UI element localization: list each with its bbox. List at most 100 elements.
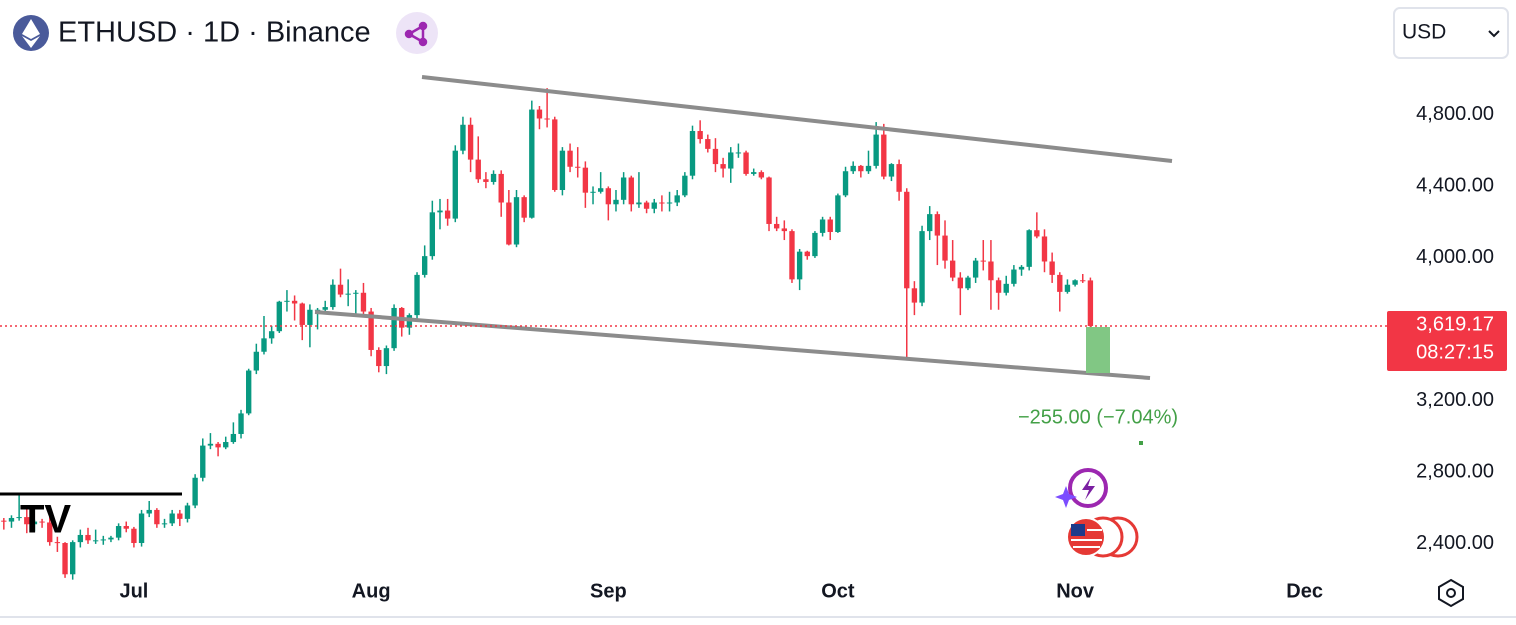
candle-body <box>927 214 933 232</box>
x-tick-label: Dec <box>1286 580 1323 602</box>
currency-label: USD <box>1402 21 1446 44</box>
candle-body <box>330 284 336 308</box>
candle-body <box>54 542 61 544</box>
candle-body <box>865 165 872 172</box>
candle-body <box>123 526 129 529</box>
candle-body <box>613 199 619 205</box>
candle-body <box>689 131 696 176</box>
candle-body <box>483 179 489 182</box>
tv-logo: TV <box>20 498 71 542</box>
share-button[interactable] <box>396 12 438 54</box>
candle-body <box>636 202 642 205</box>
candle-body <box>246 370 252 414</box>
candle-body <box>100 539 106 541</box>
candle-body <box>345 293 351 295</box>
countdown-label: 08:27:15 <box>1416 341 1494 363</box>
candle-body <box>360 292 367 312</box>
candle-body <box>605 188 612 205</box>
candles <box>1 88 1094 580</box>
candle-body <box>835 195 841 233</box>
candle-body <box>47 522 53 543</box>
candle-body <box>781 228 788 232</box>
candle-body <box>995 280 1002 293</box>
candle-body <box>261 338 267 352</box>
candle-body <box>146 509 152 514</box>
candle-body <box>85 534 91 541</box>
sparkle <box>1055 486 1077 508</box>
currency-select[interactable] <box>1393 7 1509 59</box>
candle-body <box>475 159 481 180</box>
settings-icon[interactable] <box>1438 578 1464 608</box>
lightning-glyph <box>1082 477 1095 500</box>
candle-body <box>1003 283 1009 293</box>
flag-canton <box>1071 524 1085 536</box>
candle-body <box>207 443 214 446</box>
candle-body <box>705 139 711 149</box>
candle-body <box>1080 280 1086 282</box>
candle-body <box>31 521 38 525</box>
candle-body <box>284 300 290 302</box>
candle-body <box>62 543 68 575</box>
candle-body <box>773 223 780 229</box>
candle-body <box>299 303 305 325</box>
x-tick-label: Nov <box>1056 580 1095 602</box>
candle-body <box>154 509 160 525</box>
candle-body <box>804 251 810 257</box>
candle-body <box>513 197 520 245</box>
candle-body <box>1026 230 1032 267</box>
candle-body <box>582 167 589 193</box>
candle-body <box>268 331 275 339</box>
candle-body <box>368 311 374 350</box>
candle-body <box>184 505 191 519</box>
y-tick-label: 2,800.00 <box>1416 461 1494 483</box>
y-tick-label: 4,400.00 <box>1416 175 1494 197</box>
candle-body <box>812 232 818 257</box>
candle-body <box>904 191 910 289</box>
candle-body <box>1064 284 1071 292</box>
x-tick-label: Oct <box>821 580 855 602</box>
candle-body <box>521 197 527 218</box>
x-tick-label: Jul <box>119 580 148 602</box>
candle-body <box>559 150 566 190</box>
candle-body <box>16 517 22 519</box>
candle-body <box>980 260 986 262</box>
candle-body <box>414 274 420 316</box>
candle-body <box>1049 261 1055 275</box>
candle-body <box>177 513 183 519</box>
candle-body <box>896 164 902 192</box>
flag-icon[interactable] <box>1066 517 1106 557</box>
candle-body <box>789 231 795 280</box>
candle-body <box>957 277 963 289</box>
candle-body <box>712 148 719 165</box>
candle-body <box>552 119 558 190</box>
eth-glyph <box>22 19 40 48</box>
candle-body <box>353 292 359 294</box>
candle-body <box>452 150 458 219</box>
symbol-title: ETHUSD · 1D · Binance <box>58 17 371 49</box>
candle-body <box>575 166 581 168</box>
candle-body <box>337 284 344 295</box>
x-tick-label: Aug <box>352 580 391 602</box>
candle-body <box>92 540 99 542</box>
candle-body <box>276 301 282 332</box>
candle-body <box>1034 230 1040 237</box>
candle-body <box>766 177 772 224</box>
candle-body <box>444 210 451 219</box>
candle-body <box>590 191 596 193</box>
candle-body <box>138 513 145 544</box>
candle-body <box>1 520 7 522</box>
candle-body <box>429 212 436 257</box>
candle-body <box>674 195 680 203</box>
candle-body <box>200 445 206 478</box>
candle-body <box>498 173 504 203</box>
candle-body <box>192 477 198 506</box>
candle-body <box>659 202 665 204</box>
candle-body <box>858 165 864 172</box>
candle-body <box>597 188 604 192</box>
candle-body <box>437 210 443 213</box>
trend-line-upper <box>421 75 1173 163</box>
candle-body <box>881 134 887 177</box>
candle-body <box>873 134 879 166</box>
